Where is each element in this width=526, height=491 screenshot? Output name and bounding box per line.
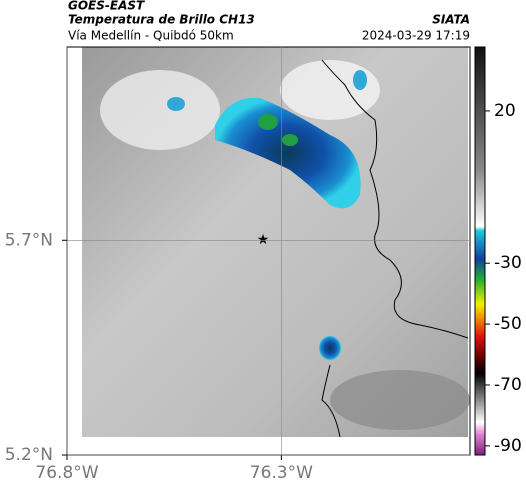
colorbar-label: -50 <box>494 314 522 334</box>
x-tick-label: 76.3°W <box>250 463 313 483</box>
border <box>321 59 469 438</box>
colorbar <box>474 46 486 456</box>
source: SIATA <box>432 13 470 27</box>
cloud <box>330 370 470 430</box>
cold-cloud <box>353 70 367 90</box>
cloud <box>100 70 220 150</box>
colorbar-label: -70 <box>494 375 522 395</box>
cold-core <box>258 114 278 130</box>
colorbar-label: 20 <box>494 101 516 121</box>
cold-core <box>282 134 298 146</box>
cold-cloud <box>215 97 361 209</box>
subtitle: Temperatura de Brillo CH13 <box>68 13 255 27</box>
cold-cloud <box>167 97 185 111</box>
colorbar-label: -30 <box>494 253 522 273</box>
y-tick-label: 5.2°N <box>5 445 53 465</box>
x-tick-label: 76.8°W <box>35 463 98 483</box>
timestamp: 2024-03-29 17:19 <box>362 29 470 43</box>
title: GOES-EAST <box>68 0 145 13</box>
colorbar-label: -90 <box>494 436 522 456</box>
cold-cloud <box>319 336 341 360</box>
route: Vía Medellín - Quibdó 50km <box>68 29 234 43</box>
y-tick-label: 5.7°N <box>5 230 53 250</box>
